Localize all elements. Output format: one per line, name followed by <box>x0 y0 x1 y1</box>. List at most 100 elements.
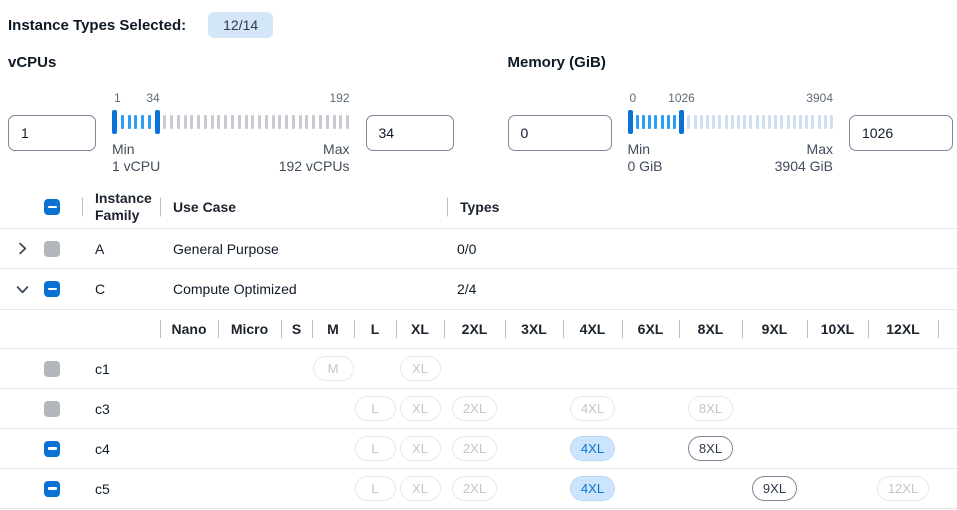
vcpus-max-input[interactable] <box>365 115 454 151</box>
memory-scale-max: 3904 <box>806 91 833 105</box>
type-badge: 12XL <box>876 476 930 501</box>
memory-max-detail: 3904 GiB <box>774 158 833 174</box>
family-checkbox[interactable] <box>44 281 60 297</box>
instance-row-c4: c4 L XL 2XL 4XL 8XL <box>0 429 957 469</box>
family-types-count: 2/4 <box>457 281 477 297</box>
size-column-header: 2XL <box>461 321 488 337</box>
type-badge: 2XL <box>451 476 498 501</box>
select-all-checkbox[interactable] <box>44 199 60 215</box>
column-header-types: Types <box>460 198 500 215</box>
instance-row-c3: c3 L XL 2XL 4XL 8XL <box>0 389 957 429</box>
type-badge: 2XL <box>451 436 498 461</box>
type-badge: 2XL <box>451 396 498 421</box>
column-header-use-case: Use Case <box>173 198 237 215</box>
size-column-header: S <box>291 321 302 337</box>
family-use-case: Compute Optimized <box>173 281 297 297</box>
instance-name: c1 <box>95 360 110 377</box>
size-column-header: 4XL <box>579 321 606 337</box>
size-column-header: L <box>370 321 380 337</box>
size-column-header: 6XL <box>637 321 664 337</box>
size-column-header: M <box>327 321 339 337</box>
type-badge: 8XL <box>687 396 734 421</box>
size-column-header: 10XL <box>820 321 855 337</box>
instance-checkbox <box>44 400 60 417</box>
type-badge: L <box>354 476 396 501</box>
memory-scale-labels: 0 1026 3904 <box>628 91 834 106</box>
vcpus-min-detail: 1 vCPU <box>112 158 161 174</box>
type-badge[interactable]: 9XL <box>751 476 798 501</box>
vcpus-max-detail: 192 vCPUs <box>278 158 350 174</box>
instance-checkbox[interactable] <box>44 480 60 497</box>
type-badge: XL <box>399 476 441 501</box>
memory-scale-min: 0 <box>629 91 637 105</box>
vcpus-slider-block: 1 34 192 Min 1 vCPU Max 192 vCPUs <box>112 91 350 175</box>
selection-count-badge: 12/14 <box>208 12 274 38</box>
family-types-count: 0/0 <box>457 240 477 257</box>
memory-min-caption: Min <box>627 141 651 157</box>
vcpus-scale-current: 34 <box>146 91 160 105</box>
vcpus-minmax-labels: Min 1 vCPU Max 192 vCPUs <box>112 141 350 175</box>
family-row-a: A General Purpose 0/0 <box>0 229 957 269</box>
column-divider <box>160 197 161 217</box>
column-header-instance-family: Instance Family <box>95 190 152 223</box>
memory-max-caption: Max <box>806 141 833 157</box>
instance-row-c1: c1 M XL <box>0 349 957 389</box>
memory-filter: Memory (GiB) 0 1026 3904 Min 0 GiB Max <box>507 54 953 175</box>
vcpus-scale-min: 1 <box>114 91 121 105</box>
size-column-header: 12XL <box>886 321 920 337</box>
vcpus-max-caption: Max <box>323 141 350 157</box>
vcpus-title: vCPUs <box>8 54 57 71</box>
vcpus-range-slider[interactable] <box>112 108 350 136</box>
instance-name: c5 <box>95 480 110 497</box>
type-badge: 4XL <box>569 396 616 421</box>
vcpus-filter: vCPUs 1 34 192 Min 1 vCPU Max 192 <box>8 54 454 175</box>
type-badge: M <box>312 356 354 381</box>
memory-title: Memory (GiB) <box>507 54 606 71</box>
type-badge: XL <box>399 356 441 381</box>
type-badge: L <box>354 396 396 421</box>
instance-row-c5: c5 L XL 2XL 4XL 9XL 12XL <box>0 469 957 509</box>
table-header-row: Instance Family Use Case Types <box>0 186 957 229</box>
memory-min-input[interactable] <box>507 115 612 151</box>
vcpus-scale-labels: 1 34 192 <box>112 91 350 106</box>
sizes-header-row: Nano Micro S M L XL 2XL 3XL 4XL 6XL 8XL … <box>0 310 957 349</box>
memory-range-slider[interactable] <box>627 108 833 136</box>
family-name: C <box>95 281 106 297</box>
instance-checkbox[interactable] <box>44 440 60 457</box>
memory-min-detail: 0 GiB <box>627 158 663 174</box>
family-use-case: General Purpose <box>173 240 279 257</box>
size-column-header: XL <box>411 321 429 337</box>
type-badge[interactable]: 4XL <box>569 476 616 501</box>
type-badge[interactable]: 4XL <box>569 436 616 461</box>
type-badge: XL <box>399 436 441 461</box>
instance-checkbox <box>44 360 60 377</box>
selection-count-label: Instance Types Selected: <box>8 16 187 34</box>
type-badge: XL <box>399 396 441 421</box>
column-divider <box>82 197 83 217</box>
family-name: A <box>95 240 105 257</box>
vcpus-min-input[interactable] <box>8 115 96 151</box>
filters-section: vCPUs 1 34 192 Min 1 vCPU Max 192 <box>0 54 957 175</box>
collapse-chevron-icon[interactable] <box>14 281 30 297</box>
memory-max-input[interactable] <box>849 115 953 151</box>
family-checkbox <box>44 240 60 257</box>
instance-name: c3 <box>95 400 110 417</box>
type-badge[interactable]: 8XL <box>687 436 734 461</box>
memory-slider-block: 0 1026 3904 Min 0 GiB Max 3904 GiB <box>627 91 834 175</box>
size-column-header: Micro <box>230 321 269 337</box>
vcpus-min-caption: Min <box>112 141 135 157</box>
type-badge: L <box>354 436 396 461</box>
instance-family-table: Instance Family Use Case Types A General… <box>0 186 957 509</box>
size-column-header: Nano <box>171 321 207 337</box>
instance-name: c4 <box>95 440 110 457</box>
size-column-header: 3XL <box>521 321 547 337</box>
size-column-header: 9XL <box>761 321 788 337</box>
family-row-c: C Compute Optimized 2/4 <box>0 269 957 310</box>
memory-minmax-labels: Min 0 GiB Max 3904 GiB <box>628 141 834 175</box>
memory-scale-current: 1026 <box>668 91 695 105</box>
selection-bar: Instance Types Selected: 12/14 <box>0 0 957 40</box>
size-column-header: 8XL <box>697 321 724 337</box>
column-divider <box>447 197 448 217</box>
expand-chevron-icon[interactable] <box>14 241 30 257</box>
vcpus-scale-max: 192 <box>329 91 350 105</box>
